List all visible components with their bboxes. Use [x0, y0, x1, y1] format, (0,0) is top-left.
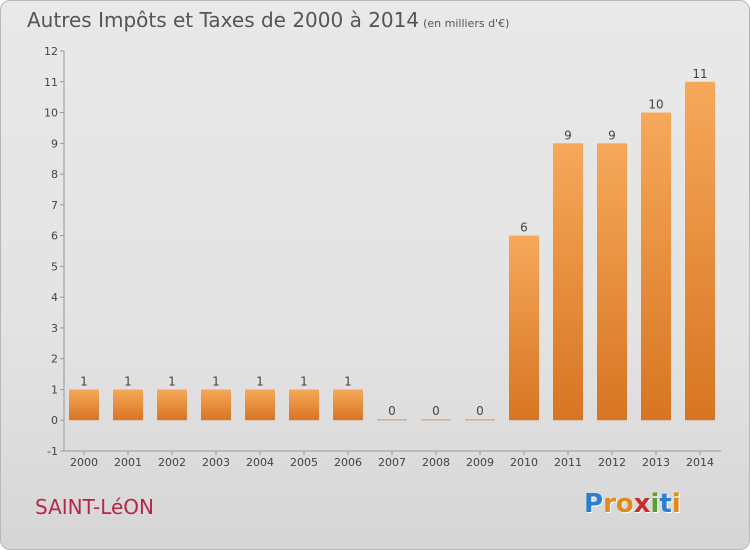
bar-value-label: 1: [212, 374, 220, 388]
bar-value-label: 0: [388, 404, 396, 418]
bar: [465, 419, 495, 421]
logo-letter: i: [650, 489, 660, 519]
bar-value-label: 0: [476, 404, 484, 418]
bar-value-label: 10: [648, 98, 663, 112]
y-tick-label: 5: [51, 260, 58, 273]
chart-subtitle: (en milliers d'€): [423, 17, 510, 30]
x-tick-label: 2001: [114, 456, 142, 469]
x-tick-label: 2000: [70, 456, 98, 469]
logo-letter: t: [659, 489, 672, 519]
bar: [377, 419, 407, 421]
bar: [509, 235, 539, 421]
y-tick-label: -1: [47, 445, 58, 458]
bar: [69, 389, 99, 421]
x-tick-label: 2011: [554, 456, 582, 469]
bar: [641, 112, 671, 421]
y-tick-label: 7: [51, 199, 58, 212]
bar: [597, 143, 627, 421]
logo-letter: r: [603, 489, 616, 519]
proxiti-logo[interactable]: Proxiti: [584, 489, 681, 519]
bar-value-label: 1: [300, 374, 308, 388]
x-tick-label: 2014: [686, 456, 714, 469]
x-tick-label: 2013: [642, 456, 670, 469]
town-name: SAINT-LéON: [35, 495, 155, 519]
bar-value-label: 1: [80, 374, 88, 388]
bar: [289, 389, 319, 421]
x-tick-label: 2010: [510, 456, 538, 469]
bar-value-label: 1: [344, 374, 352, 388]
bar-value-label: 9: [608, 128, 616, 142]
y-tick-label: 6: [51, 230, 58, 243]
bar: [201, 389, 231, 421]
bar: [553, 143, 583, 421]
bar-value-label: 9: [564, 128, 572, 142]
y-tick-label: 10: [44, 107, 58, 120]
y-tick-label: 8: [51, 168, 58, 181]
logo-letter: P: [584, 489, 604, 519]
y-tick-label: 0: [51, 414, 58, 427]
bar: [421, 419, 451, 421]
y-tick-label: 3: [51, 322, 58, 335]
logo-letter: o: [615, 489, 634, 519]
bar: [113, 389, 143, 421]
x-tick-label: 2008: [422, 456, 450, 469]
y-tick-label: 9: [51, 137, 58, 150]
y-tick-label: 1: [51, 383, 58, 396]
logo-letter: x: [633, 489, 651, 519]
bar: [685, 81, 715, 421]
y-tick-label: 11: [44, 76, 58, 89]
x-tick-label: 2012: [598, 456, 626, 469]
y-tick-label: 4: [51, 291, 58, 304]
x-tick-label: 2002: [158, 456, 186, 469]
bar-value-label: 1: [168, 374, 176, 388]
bar: [245, 389, 275, 421]
x-tick-label: 2009: [466, 456, 494, 469]
x-tick-label: 2004: [246, 456, 274, 469]
x-tick-label: 2006: [334, 456, 362, 469]
bar-value-label: 11: [692, 67, 707, 81]
chart-title: Autres Impôts et Taxes de 2000 à 2014 (en…: [27, 8, 509, 32]
x-tick-label: 2007: [378, 456, 406, 469]
bar-value-label: 1: [256, 374, 264, 388]
logo-letter: i: [671, 489, 681, 519]
chart-title-text: Autres Impôts et Taxes de 2000 à 2014: [27, 8, 420, 32]
bar-value-label: 1: [124, 374, 132, 388]
x-tick-label: 2003: [202, 456, 230, 469]
y-tick-label: 2: [51, 353, 58, 366]
bar: [157, 389, 187, 421]
y-tick-label: 12: [44, 45, 58, 58]
bar-value-label: 6: [520, 221, 528, 235]
bar: [333, 389, 363, 421]
bar-value-label: 0: [432, 404, 440, 418]
x-tick-label: 2005: [290, 456, 318, 469]
